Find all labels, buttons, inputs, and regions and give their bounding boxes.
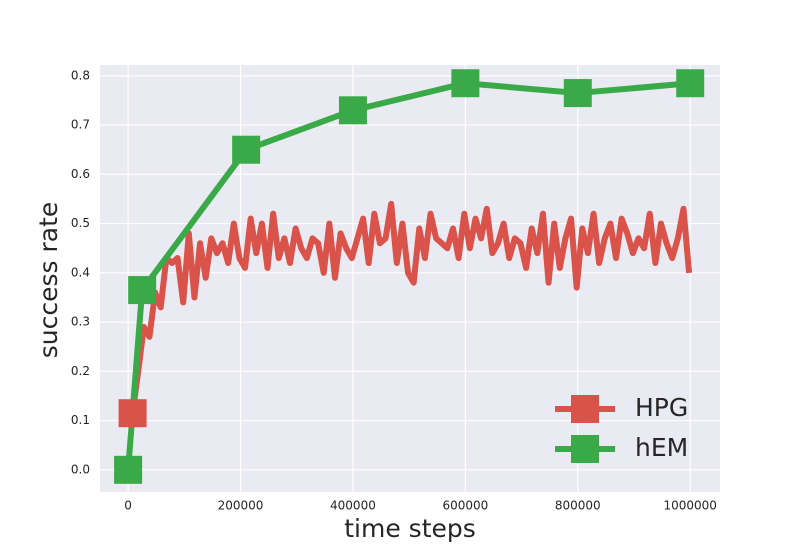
y-tick-label: 0.3	[71, 315, 90, 329]
series-line	[129, 200, 693, 414]
y-tick-label: 0.2	[71, 364, 90, 378]
x-tick-label: 200000	[218, 499, 264, 513]
x-tick-label: 0	[124, 499, 132, 513]
marker	[128, 276, 157, 305]
y-tick-label: 0.5	[71, 216, 90, 230]
x-tick-label: 600000	[442, 499, 488, 513]
y-tick-label: 0.0	[71, 462, 90, 476]
legend-label: HPG	[635, 393, 688, 422]
marker	[338, 96, 367, 125]
x-tick-label: 1000000	[663, 499, 716, 513]
x-tick-label: 800000	[555, 499, 601, 513]
legend-marker	[571, 395, 599, 423]
y-tick-label: 0.6	[71, 167, 90, 181]
marker	[563, 79, 592, 108]
y-tick-label: 0.1	[71, 413, 90, 427]
legend-marker	[571, 435, 599, 463]
marker	[451, 69, 480, 98]
marker	[232, 135, 261, 164]
marker	[118, 399, 147, 428]
legend-label: hEM	[635, 433, 688, 462]
x-tick-label: 400000	[330, 499, 376, 513]
y-tick-label: 0.4	[71, 265, 90, 279]
x-axis-label: time steps	[344, 514, 476, 543]
y-tick-label: 0.7	[71, 118, 90, 132]
marker	[114, 455, 143, 484]
y-axis-label: success rate	[34, 202, 63, 359]
marker	[676, 69, 705, 98]
y-tick-label: 0.8	[71, 68, 90, 82]
